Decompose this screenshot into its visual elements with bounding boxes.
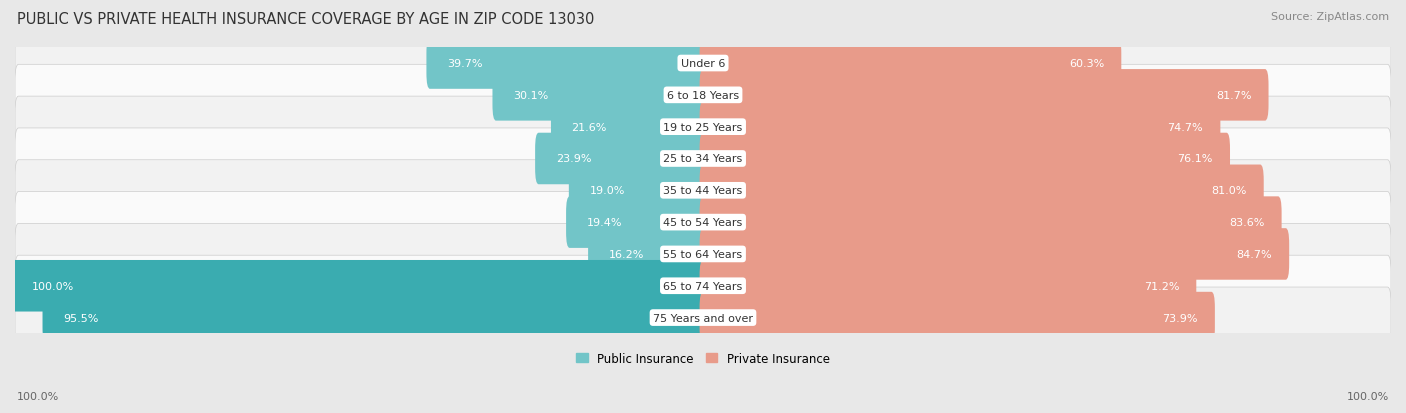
FancyBboxPatch shape: [700, 292, 1215, 344]
FancyBboxPatch shape: [15, 97, 1391, 158]
FancyBboxPatch shape: [567, 197, 706, 248]
Text: 83.6%: 83.6%: [1229, 218, 1264, 228]
Text: 60.3%: 60.3%: [1069, 59, 1104, 69]
FancyBboxPatch shape: [700, 133, 1230, 185]
Text: 19.0%: 19.0%: [589, 186, 624, 196]
Text: 19.4%: 19.4%: [586, 218, 623, 228]
FancyBboxPatch shape: [700, 260, 1197, 312]
Text: 75 Years and over: 75 Years and over: [652, 313, 754, 323]
FancyBboxPatch shape: [700, 197, 1282, 248]
Text: 25 to 34 Years: 25 to 34 Years: [664, 154, 742, 164]
FancyBboxPatch shape: [536, 133, 706, 185]
Text: 73.9%: 73.9%: [1163, 313, 1198, 323]
Text: 100.0%: 100.0%: [17, 391, 59, 401]
FancyBboxPatch shape: [426, 38, 706, 90]
FancyBboxPatch shape: [11, 260, 706, 312]
Text: Under 6: Under 6: [681, 59, 725, 69]
Text: 81.7%: 81.7%: [1216, 90, 1251, 101]
Text: 71.2%: 71.2%: [1143, 281, 1180, 291]
FancyBboxPatch shape: [569, 165, 706, 216]
Text: 19 to 25 Years: 19 to 25 Years: [664, 122, 742, 132]
Text: 30.1%: 30.1%: [513, 90, 548, 101]
FancyBboxPatch shape: [15, 224, 1391, 285]
Text: 21.6%: 21.6%: [572, 122, 607, 132]
Text: 39.7%: 39.7%: [447, 59, 482, 69]
FancyBboxPatch shape: [15, 256, 1391, 316]
FancyBboxPatch shape: [588, 229, 706, 280]
Text: 35 to 44 Years: 35 to 44 Years: [664, 186, 742, 196]
FancyBboxPatch shape: [700, 165, 1264, 216]
Text: PUBLIC VS PRIVATE HEALTH INSURANCE COVERAGE BY AGE IN ZIP CODE 13030: PUBLIC VS PRIVATE HEALTH INSURANCE COVER…: [17, 12, 595, 27]
FancyBboxPatch shape: [15, 128, 1391, 190]
Legend: Public Insurance, Private Insurance: Public Insurance, Private Insurance: [576, 352, 830, 365]
Text: 100.0%: 100.0%: [32, 281, 75, 291]
Text: 45 to 54 Years: 45 to 54 Years: [664, 218, 742, 228]
Text: 23.9%: 23.9%: [555, 154, 592, 164]
Text: 95.5%: 95.5%: [63, 313, 98, 323]
FancyBboxPatch shape: [551, 102, 706, 153]
FancyBboxPatch shape: [492, 70, 706, 121]
FancyBboxPatch shape: [700, 38, 1122, 90]
Text: Source: ZipAtlas.com: Source: ZipAtlas.com: [1271, 12, 1389, 22]
FancyBboxPatch shape: [15, 65, 1391, 126]
FancyBboxPatch shape: [700, 70, 1268, 121]
FancyBboxPatch shape: [15, 192, 1391, 253]
Text: 6 to 18 Years: 6 to 18 Years: [666, 90, 740, 101]
Text: 76.1%: 76.1%: [1177, 154, 1213, 164]
FancyBboxPatch shape: [700, 229, 1289, 280]
FancyBboxPatch shape: [15, 33, 1391, 94]
Text: 100.0%: 100.0%: [1347, 391, 1389, 401]
Text: 55 to 64 Years: 55 to 64 Years: [664, 249, 742, 259]
FancyBboxPatch shape: [15, 160, 1391, 221]
FancyBboxPatch shape: [700, 102, 1220, 153]
FancyBboxPatch shape: [42, 292, 706, 344]
Text: 65 to 74 Years: 65 to 74 Years: [664, 281, 742, 291]
Text: 84.7%: 84.7%: [1236, 249, 1272, 259]
Text: 74.7%: 74.7%: [1167, 122, 1204, 132]
Text: 81.0%: 81.0%: [1211, 186, 1247, 196]
Text: 16.2%: 16.2%: [609, 249, 644, 259]
FancyBboxPatch shape: [15, 287, 1391, 348]
